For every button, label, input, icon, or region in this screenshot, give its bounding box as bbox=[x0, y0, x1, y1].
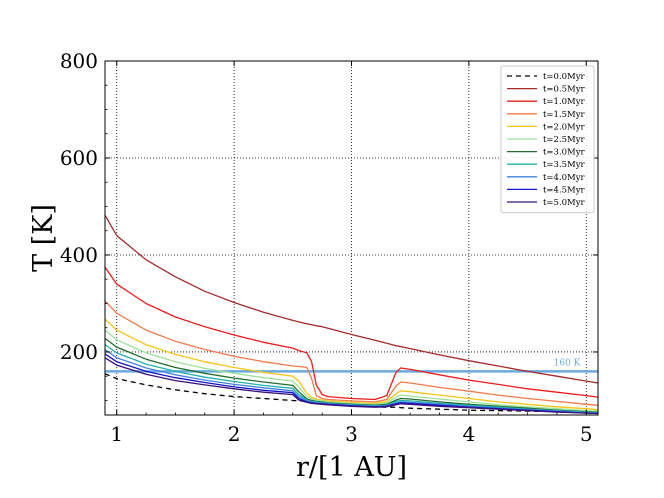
ticks: 1 2 3 4 5 200 400 600 800 bbox=[60, 49, 598, 446]
legend-label: t=2.5Myr bbox=[543, 135, 586, 145]
x-axis-label: r/[1 AU] bbox=[296, 452, 407, 483]
x-tick-label: 1 bbox=[110, 422, 123, 446]
series-layer bbox=[104, 214, 599, 415]
y-tick-label: 400 bbox=[60, 243, 98, 267]
x-tick-label: 5 bbox=[580, 422, 593, 446]
x-tick-label: 2 bbox=[228, 422, 241, 446]
legend-label: t=3.0Myr bbox=[543, 148, 586, 158]
y-tick-label: 800 bbox=[60, 49, 98, 73]
y-axis-label: T [K] bbox=[28, 204, 59, 272]
legend-label: t=2.0Myr bbox=[543, 122, 586, 132]
legend-label: t=3.5Myr bbox=[543, 160, 586, 170]
annotation-160k: 160 K bbox=[554, 358, 581, 368]
legend-label: t=0.5Myr bbox=[543, 85, 586, 95]
x-tick-label: 3 bbox=[345, 422, 358, 446]
series-line bbox=[104, 318, 599, 411]
legend-frame bbox=[500, 65, 595, 214]
y-tick-label: 200 bbox=[60, 340, 98, 364]
legend-label: t=5.0Myr bbox=[543, 198, 586, 208]
legend-label: t=0.0Myr bbox=[543, 72, 586, 82]
series-line bbox=[104, 357, 599, 415]
y-tick-label: 600 bbox=[60, 146, 98, 170]
legend-label: t=1.5Myr bbox=[543, 110, 586, 120]
series-line bbox=[104, 329, 599, 412]
series-line bbox=[104, 300, 599, 406]
x-tick-label: 4 bbox=[463, 422, 476, 446]
series-line bbox=[104, 266, 599, 401]
legend: t=0.0Myr t=0.5Myr t=1.0Myr t=1.5Myr t=2.0Myr… bbox=[500, 65, 595, 214]
legend-label: t=4.5Myr bbox=[543, 185, 586, 195]
legend-label: t=1.0Myr bbox=[543, 97, 586, 107]
series-line bbox=[104, 214, 599, 384]
legend-label: t=4.0Myr bbox=[543, 173, 586, 183]
